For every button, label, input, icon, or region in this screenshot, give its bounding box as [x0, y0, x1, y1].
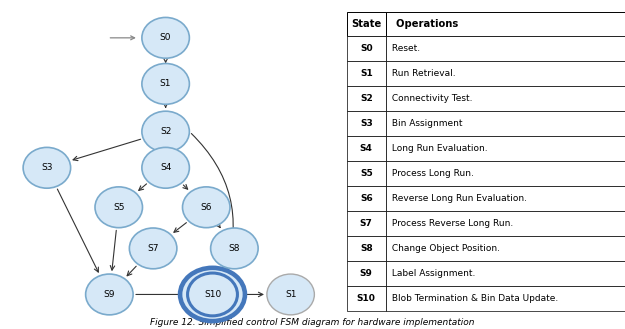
Ellipse shape [142, 17, 189, 58]
Ellipse shape [129, 228, 177, 269]
Bar [347, 211, 386, 236]
Text: Label Assignment.: Label Assignment. [389, 269, 476, 278]
Text: S3: S3 [360, 119, 372, 128]
Bar [347, 87, 386, 111]
Text: Run Retrieval.: Run Retrieval. [389, 69, 456, 78]
Bar [386, 136, 625, 161]
Text: S7: S7 [360, 219, 372, 228]
Ellipse shape [142, 147, 189, 188]
Text: Blob Termination & Bin Data Update.: Blob Termination & Bin Data Update. [389, 294, 559, 303]
Bar [386, 111, 625, 136]
Bar [386, 12, 625, 37]
Bar [347, 12, 386, 37]
Bar [347, 261, 386, 286]
Bar [347, 136, 386, 161]
Ellipse shape [188, 273, 238, 316]
Text: S4: S4 [160, 163, 171, 172]
Bar [386, 236, 625, 261]
Text: Reset.: Reset. [389, 44, 421, 53]
Text: S7: S7 [148, 244, 159, 253]
Bar [347, 186, 386, 211]
Text: S3: S3 [41, 163, 52, 172]
Bar [347, 286, 386, 311]
Bar [347, 111, 386, 136]
Text: Figure 12. Simplified control FSM diagram for hardware implementation: Figure 12. Simplified control FSM diagra… [150, 318, 475, 327]
Text: S0: S0 [360, 44, 372, 53]
Bar [347, 62, 386, 86]
Text: Change Object Position.: Change Object Position. [389, 244, 501, 253]
Text: S1: S1 [360, 69, 372, 78]
Ellipse shape [182, 187, 230, 228]
Text: S2: S2 [360, 94, 372, 103]
Bar [386, 261, 625, 286]
Bar [386, 286, 625, 311]
Ellipse shape [211, 228, 258, 269]
Text: S5: S5 [360, 169, 372, 178]
Text: Connectivity Test.: Connectivity Test. [389, 94, 473, 103]
Text: S5: S5 [113, 203, 124, 212]
Bar [386, 161, 625, 186]
Ellipse shape [86, 274, 133, 315]
Text: S8: S8 [360, 244, 372, 253]
Ellipse shape [23, 147, 71, 188]
Bar [386, 37, 625, 62]
Text: S6: S6 [360, 194, 372, 203]
Text: Reverse Long Run Evaluation.: Reverse Long Run Evaluation. [389, 194, 528, 203]
Ellipse shape [180, 268, 245, 321]
Bar [386, 186, 625, 211]
Text: Bin Assignment: Bin Assignment [389, 119, 463, 128]
Text: Process Long Run.: Process Long Run. [389, 169, 474, 178]
Ellipse shape [267, 274, 314, 315]
Bar [386, 87, 625, 111]
Text: S9: S9 [104, 290, 115, 299]
Text: S8: S8 [229, 244, 240, 253]
Text: S10: S10 [357, 294, 376, 303]
Bar [386, 62, 625, 86]
Bar [347, 161, 386, 186]
Text: S1: S1 [160, 79, 171, 89]
Text: S2: S2 [160, 127, 171, 136]
Text: S9: S9 [360, 269, 372, 278]
Text: Operations: Operations [389, 19, 459, 29]
Text: S0: S0 [160, 33, 171, 42]
Bar [347, 37, 386, 62]
Bar [347, 236, 386, 261]
Text: S6: S6 [201, 203, 212, 212]
Text: State: State [351, 19, 381, 29]
Bar [386, 211, 625, 236]
Ellipse shape [95, 187, 142, 228]
Text: S4: S4 [360, 144, 372, 153]
Ellipse shape [142, 111, 189, 152]
Text: S1: S1 [285, 290, 296, 299]
Text: S10: S10 [204, 290, 221, 299]
Text: Process Reverse Long Run.: Process Reverse Long Run. [389, 219, 514, 228]
Text: Long Run Evaluation.: Long Run Evaluation. [389, 144, 488, 153]
Ellipse shape [142, 63, 189, 104]
